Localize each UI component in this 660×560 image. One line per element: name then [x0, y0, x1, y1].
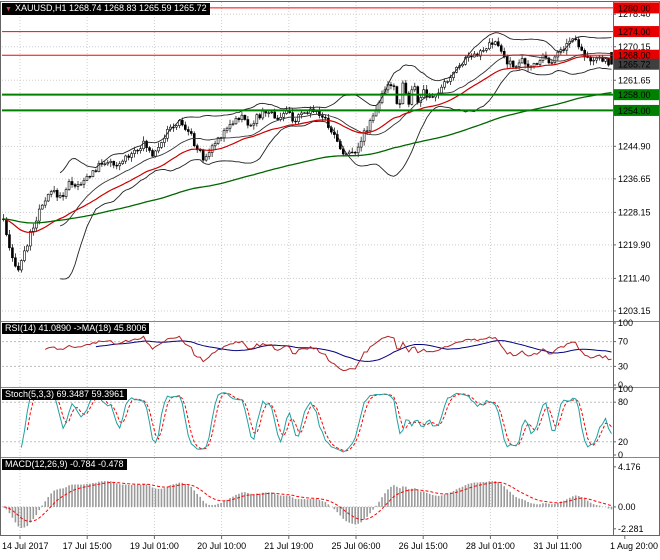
- price-box: [614, 89, 659, 101]
- price-box: [614, 58, 659, 70]
- macd-layer: [2, 481, 613, 529]
- grid-layer: [2, 2, 613, 535]
- rsi-ma-line: [95, 340, 612, 362]
- rsi-line: [44, 335, 612, 372]
- price-label: 1203.15: [618, 306, 651, 316]
- price-label: 1211.40: [618, 273, 650, 283]
- ma-slow-line: [3, 91, 612, 224]
- stoch-main-line: [20, 391, 612, 453]
- price-box: [614, 26, 659, 38]
- time-label: 21 Jul 19:00: [264, 541, 313, 551]
- price-label: 1270.15: [618, 42, 651, 52]
- time-label: 1 Aug 20:00: [610, 541, 658, 551]
- time-scale[interactable]: [0, 535, 660, 560]
- price-box-label: 1280.00: [618, 3, 651, 13]
- ma-fast-line: [3, 56, 612, 233]
- chart-title: ▼ XAUUSD,H1 1268.74 1268.83 1265.59 1265.…: [2, 3, 210, 15]
- time-label: 28 Jul 01:00: [466, 541, 515, 551]
- price-box: [614, 2, 659, 14]
- time-label: 19 Jul 01:00: [130, 541, 179, 551]
- price-box-label: 1254.00: [618, 106, 651, 116]
- time-label: 26 Jul 15:00: [399, 541, 448, 551]
- time-label: 14 Jul 2017: [2, 541, 49, 551]
- price-box: [614, 104, 659, 116]
- price-label: 1278.40: [618, 9, 651, 19]
- chart-title-text: XAUUSD,H1 1268.74 1268.83 1265.59 1265.7…: [14, 3, 207, 13]
- indicator-scale-label: -2.281: [618, 524, 644, 534]
- price-box-label: 1258.00: [618, 90, 651, 100]
- rsi-layer: [2, 335, 613, 372]
- main-chart-layer: [2, 7, 613, 280]
- price-box-label: 1268.00: [618, 51, 651, 61]
- price-box-label: 1274.00: [618, 27, 651, 37]
- macd-histogram: [5, 481, 613, 529]
- bollinger-lower-line: [60, 67, 612, 280]
- bollinger-upper-line: [59, 32, 612, 174]
- price-label: 1219.90: [618, 240, 651, 250]
- symbol-marker-icon: ▼: [5, 6, 12, 13]
- indicator-scale-label: 30: [618, 361, 628, 371]
- main-chart-panel[interactable]: [2, 2, 613, 321]
- macd-signal-line: [3, 481, 612, 522]
- indicator-scale-label: 4.176: [618, 462, 641, 472]
- stoch-layer: [2, 391, 613, 453]
- price-scale[interactable]: [613, 2, 660, 535]
- indicator-scale-label: 100: [618, 318, 633, 328]
- macd-title: MACD(12,26,9) -0.784 -0.478: [2, 459, 127, 470]
- price-box-label: 1265.72: [618, 60, 651, 70]
- time-label: 17 Jul 15:00: [63, 541, 112, 551]
- indicator-scale-label: 80: [618, 397, 628, 407]
- indicator-scale-label: 20: [618, 437, 628, 447]
- price-label: 1244.90: [618, 141, 651, 151]
- price-label: 1236.65: [618, 174, 651, 184]
- indicator-scale-label: 70: [618, 337, 628, 347]
- price-label: 1261.65: [618, 75, 651, 85]
- time-label: 25 Jul 06:00: [331, 541, 380, 551]
- indicator-scale-label: 100: [618, 384, 633, 394]
- rsi-title: RSI(14) 41.0890 ->MA(18) 45.8006: [2, 323, 150, 334]
- price-label: 1228.15: [618, 207, 651, 217]
- stoch-title: Stoch(5,3,3) 69.3487 59.3961: [2, 389, 128, 400]
- time-label: 20 Jul 10:00: [197, 541, 246, 551]
- time-label: 31 Jul 11:00: [533, 541, 581, 551]
- indicator-scale-label: 0.00: [618, 502, 636, 512]
- indicator-scale-label: 0: [618, 450, 623, 460]
- indicator-scale-label: 0: [618, 380, 623, 390]
- price-box: [614, 49, 659, 61]
